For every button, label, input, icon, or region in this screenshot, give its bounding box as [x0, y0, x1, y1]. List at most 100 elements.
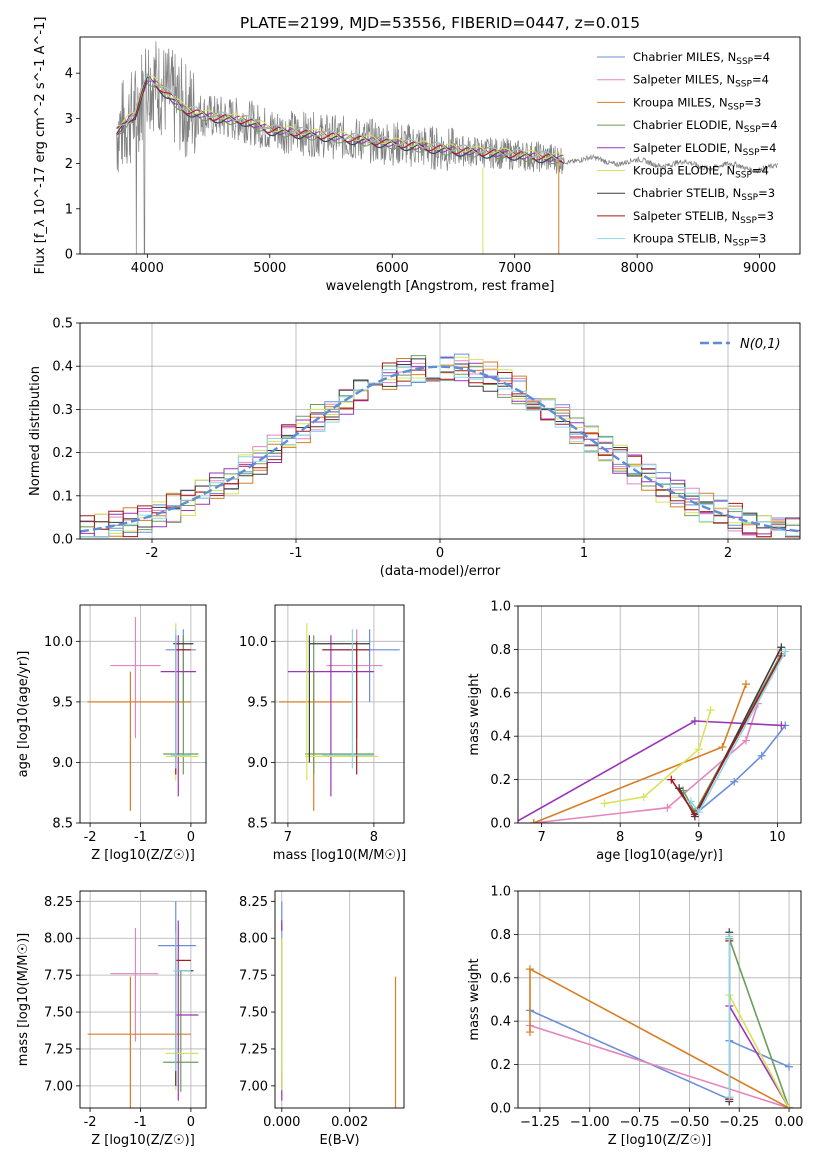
y-axis-label: age [log10(age/yr)]	[16, 651, 31, 778]
y-axis-label: mass weight	[467, 673, 482, 755]
y-axis-label: mass weight	[467, 958, 482, 1040]
x-axis-label: Z [log10(Z/Z☉)]	[608, 1133, 712, 1148]
legend-sub: SSP	[741, 193, 758, 203]
y-tick-label: 7.50	[44, 1006, 73, 1021]
legend-label-ss: Salpeter STELIB, NSSP=3	[633, 209, 774, 226]
weight-marker-se	[777, 721, 786, 730]
legend-value: =4	[761, 118, 778, 132]
legend-value: =4	[760, 141, 777, 155]
y-tick-label: 2	[65, 157, 73, 172]
y-tick-label: 1.0	[490, 885, 511, 900]
weight-marker-ke	[600, 799, 609, 808]
axes-frame	[517, 890, 802, 1109]
y-axis-label: mass [log10(M/M☉)]	[16, 933, 31, 1066]
legend-label-se: Salpeter ELODIE, NSSP=4	[633, 141, 776, 158]
weight-marker-km	[718, 743, 727, 752]
y-tick-label: 7.75	[239, 969, 268, 984]
legend-value: =4	[753, 50, 770, 64]
model-spectrum-ke	[116, 75, 564, 160]
legend-value: =3	[749, 232, 766, 246]
y-tick-label: 7.25	[239, 1042, 268, 1057]
x-tick-label: 9	[695, 830, 703, 845]
weight-marker-sm	[741, 736, 750, 745]
weight-marker-ss	[667, 775, 676, 784]
x-axis-label: mass [log10(M/M☉)]	[273, 848, 406, 863]
y-tick-label: 10.0	[239, 635, 268, 650]
x-tick-label: 0.002	[331, 1115, 368, 1130]
weight-line-ce	[728, 938, 790, 1108]
legend-label-reference: N(0,1)	[740, 337, 781, 352]
chart-spectrum: 4000 5000 6000 7000 8000 9000 0 1 2 3 4 wavelength …	[33, 17, 801, 294]
weight-marker-ke	[639, 792, 648, 801]
y-tick-label: 7.00	[44, 1079, 73, 1094]
legend-sub: SSP	[744, 125, 761, 135]
chart-z-mass: -2 -1 0 7.00 7.25 7.50 7.75 8.00 8.25 Z [log10(Z/…	[16, 890, 207, 1148]
y-tick-label: 1.0	[490, 600, 511, 615]
x-tick-label: 8000	[621, 261, 654, 276]
plot-area	[87, 901, 199, 1108]
x-tick-label: 7	[537, 830, 545, 845]
x-axis-label: wavelength [Angstrom, rest frame]	[326, 279, 555, 294]
y-tick-label: 0	[65, 248, 73, 263]
x-tick-label: 0	[436, 546, 444, 561]
y-tick-label: 8.00	[239, 932, 268, 947]
legend-label-ks: Kroupa STELIB, NSSP=3	[633, 232, 766, 249]
legend-sub: SSP	[735, 80, 752, 90]
y-tick-label: 7.75	[44, 969, 73, 984]
legend-sub: SSP	[735, 171, 752, 181]
chart-ebv-mass: 0.000 0.002 7.00 7.25 7.50 7.75 8.00 8.25 E(B-V)	[239, 890, 405, 1148]
model-spectrum-ks	[116, 73, 564, 161]
y-tick-label: 0.0	[490, 817, 511, 832]
y-tick-label: 0.4	[490, 730, 511, 745]
weight-marker-sm	[663, 803, 672, 812]
x-tick-label: -2	[84, 830, 97, 845]
x-tick-label: 8	[616, 830, 624, 845]
y-tick-label: 0.1	[52, 489, 73, 504]
y-tick-label: 7.00	[239, 1079, 268, 1094]
legend-value: =3	[757, 209, 774, 223]
y-tick-label: 0.0	[490, 1102, 511, 1117]
weight-marker-cm	[757, 751, 766, 760]
y-tick-label: 9.5	[247, 695, 268, 710]
x-axis-label: Z [log10(Z/Z☉)]	[91, 1133, 195, 1148]
x-tick-label: -2	[84, 1115, 97, 1130]
chart-residuals: -2 -1 0 1 2 0.0 0.1 0.2 0.3 0.4 0.5 (data-model)/er…	[28, 317, 801, 579]
legend-sub: SSP	[740, 216, 757, 226]
legend-value: =3	[744, 95, 761, 109]
weight-marker-ks	[686, 797, 695, 806]
normal-reference-curve	[80, 365, 800, 533]
x-tick-label: −0.25	[719, 1115, 759, 1130]
plot-area	[518, 643, 790, 823]
y-tick-label: 0.2	[490, 1058, 511, 1073]
weight-marker-ks	[725, 1093, 734, 1102]
weight-marker-se	[690, 717, 699, 726]
weight-marker-ke	[706, 706, 715, 715]
x-tick-label: 1	[580, 546, 588, 561]
y-tick-label: 8.25	[44, 895, 73, 910]
weight-marker-km	[741, 680, 750, 689]
legend-label-sm: Salpeter MILES, NSSP=4	[633, 73, 769, 90]
x-tick-label: -1	[134, 830, 147, 845]
x-tick-label: −0.50	[669, 1115, 709, 1130]
weight-line-sm	[533, 703, 759, 823]
plot-area	[525, 928, 794, 1108]
weight-marker-km	[525, 1028, 534, 1037]
x-axis-label: age [log10(age/yr)]	[596, 848, 723, 863]
observed-spectrum	[116, 41, 779, 254]
x-tick-label: -1	[290, 546, 303, 561]
x-axis-label: E(B-V)	[319, 1133, 359, 1148]
y-tick-label: 9.5	[52, 695, 73, 710]
y-tick-label: 0.3	[52, 403, 73, 418]
y-tick-label: 8.25	[239, 895, 268, 910]
axes-frame	[274, 604, 405, 824]
weight-marker-ke	[694, 745, 703, 754]
chart-age-weight: 7 8 9 10 0.0 0.2 0.4 0.6 0.8 1.0 age [log10(age/yr…	[467, 600, 802, 863]
weight-marker-km	[529, 819, 538, 823]
x-tick-label: 8	[370, 830, 378, 845]
weight-line-sm	[529, 1024, 790, 1108]
weight-marker-ke	[785, 1104, 794, 1108]
y-tick-label: 7.25	[44, 1042, 73, 1057]
y-tick-label: 3	[65, 112, 73, 127]
figure-title: PLATE=2199, MJD=53556, FIBERID=0447, z=0…	[240, 14, 640, 32]
y-tick-label: 0.8	[490, 928, 511, 943]
